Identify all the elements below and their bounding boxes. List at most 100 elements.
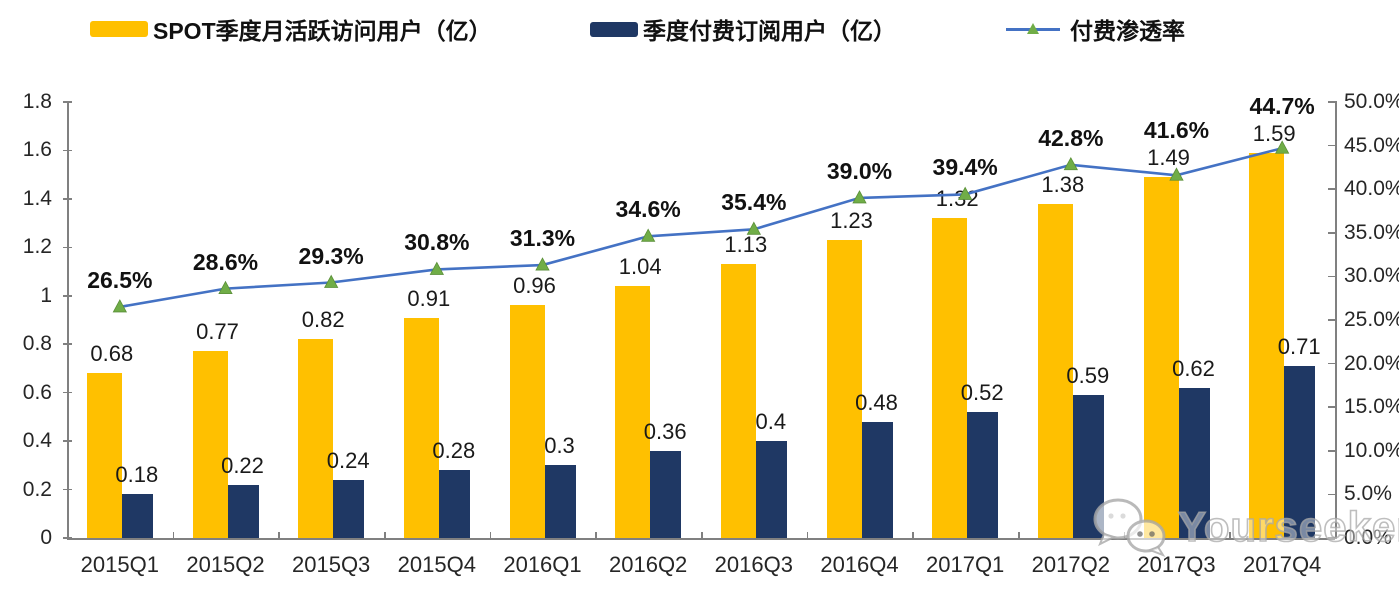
y-axis-tick-label: 5.0% xyxy=(1344,482,1392,506)
x-axis-tick-label: 2015Q3 xyxy=(292,552,371,577)
y-axis-tick-label: 10.0% xyxy=(1344,438,1399,462)
mau-bar-label: 0.96 xyxy=(513,273,556,299)
triangle-marker xyxy=(535,257,550,271)
y-axis-tick-label: 20.0% xyxy=(1344,351,1399,375)
mau-bar xyxy=(932,218,968,538)
y-axis-tick xyxy=(1328,319,1337,321)
subscribers-swatch xyxy=(590,21,638,37)
penetration-label: 41.6% xyxy=(1143,117,1210,144)
subscriber-bar-label: 0.3 xyxy=(544,433,575,459)
penetration-label: 31.3% xyxy=(509,225,576,252)
penetration-label: 44.7% xyxy=(1249,92,1315,119)
subscriber-bar-label: 0.22 xyxy=(221,452,264,478)
triangle-marker-icon xyxy=(1027,23,1039,34)
legend-label-subscribers: 季度付费订阅用户（亿） xyxy=(643,18,896,44)
subscriber-bar xyxy=(544,465,576,538)
x-axis-tick xyxy=(67,532,69,538)
mau-bar xyxy=(509,305,545,538)
y-axis-tick xyxy=(1328,101,1337,103)
mau-bar-label: 1.23 xyxy=(830,208,873,234)
x-axis-tick-label: 2015Q1 xyxy=(80,552,159,577)
triangle-marker xyxy=(1063,156,1079,171)
y-axis-tick xyxy=(63,537,72,539)
triangle-marker xyxy=(323,274,339,288)
mau-bar-label: 1.49 xyxy=(1147,145,1190,171)
mau-bar-label: 1.32 xyxy=(935,186,979,212)
y-axis-tick-label: 15.0% xyxy=(1344,395,1399,419)
y-axis-tick-label: 40.0% xyxy=(1344,177,1399,201)
x-axis-tick xyxy=(278,532,280,538)
x-axis-tick-label: 2016Q4 xyxy=(820,552,899,577)
subscriber-bar xyxy=(650,450,682,538)
subscriber-bar xyxy=(967,412,999,538)
x-axis-tick xyxy=(912,532,914,538)
y-axis-tick xyxy=(63,246,72,249)
x-axis-tick xyxy=(806,532,809,538)
x-axis-tick-label: 2016Q2 xyxy=(609,552,688,577)
y-axis-tick xyxy=(1328,406,1337,408)
y-axis-tick-label: 0.2 xyxy=(22,477,52,501)
y-axis-tick xyxy=(1328,493,1337,496)
y-axis-tick-label: 25.0% xyxy=(1344,308,1399,331)
triangle-marker xyxy=(429,261,445,275)
y-axis-tick xyxy=(1328,362,1337,365)
y-axis-tick-label: 0.8 xyxy=(22,332,52,356)
legend-item-mau: SPOT季度月活跃访问用户（亿） xyxy=(90,12,492,46)
x-axis-tick xyxy=(1229,532,1231,538)
x-axis-tick xyxy=(384,532,386,538)
x-axis xyxy=(67,538,1335,540)
y-axis-tick-label: 0.6 xyxy=(22,380,52,404)
mau-bar xyxy=(192,351,228,538)
y-axis-tick xyxy=(63,391,72,394)
y-axis-tick-label: 0 xyxy=(40,526,52,549)
y-axis-tick xyxy=(63,440,72,442)
y-axis-tick-label: 50.0% xyxy=(1344,90,1399,113)
x-axis-tick-label: 2016Q3 xyxy=(714,552,793,577)
y-axis-tick-label: 1.6 xyxy=(22,138,52,162)
subscriber-bar xyxy=(227,484,259,538)
y-axis-tick xyxy=(63,101,72,103)
y-axis-tick xyxy=(1328,144,1337,147)
x-axis-tick xyxy=(1018,532,1020,538)
y-axis-tick xyxy=(1328,232,1337,234)
penetration-label: 42.8% xyxy=(1038,124,1104,151)
subscriber-bar-label: 0.59 xyxy=(1066,363,1110,389)
penetration-label: 30.8% xyxy=(404,229,470,256)
legend-label-mau: SPOT季度月活跃访问用户（亿） xyxy=(153,18,492,44)
y-axis-tick xyxy=(63,149,72,152)
legend-label-penetration: 付费渗透率 xyxy=(1070,18,1185,44)
wechat-icon xyxy=(1093,498,1166,558)
mau-bar xyxy=(615,286,651,538)
y-axis-tick xyxy=(63,198,72,200)
y-axis-tick-label: 35.0% xyxy=(1344,220,1399,244)
mau-bar xyxy=(86,373,122,538)
y-axis-tick-label: 0.0% xyxy=(1344,526,1392,549)
subscriber-bar-label: 0.71 xyxy=(1277,334,1321,360)
mau-bar-label: 0.77 xyxy=(196,319,239,345)
mau-bar-label: 0.82 xyxy=(301,307,345,333)
penetration-line-swatch xyxy=(1006,21,1060,37)
penetration-label: 28.6% xyxy=(192,248,259,275)
subscriber-bar-label: 0.28 xyxy=(432,438,476,464)
x-axis-tick-label: 2017Q4 xyxy=(1243,552,1322,577)
subscriber-bar xyxy=(861,421,893,538)
x-axis-tick xyxy=(701,532,703,538)
watermark: Yourseeker xyxy=(1090,494,1399,560)
penetration-label: 26.5% xyxy=(87,266,153,293)
subscriber-bar xyxy=(121,494,153,538)
mau-bar xyxy=(720,264,756,538)
y-axis-tick-label: 45.0% xyxy=(1344,133,1399,157)
subscriber-bar xyxy=(1178,387,1210,538)
mau-swatch xyxy=(90,21,148,37)
x-axis-tick-label: 2015Q4 xyxy=(397,552,476,577)
x-axis-tick xyxy=(595,532,597,538)
x-axis-tick xyxy=(1335,532,1337,538)
y-axis-tick-label: 30.0% xyxy=(1344,264,1399,288)
legend-item-subscribers: 季度付费订阅用户（亿） xyxy=(590,12,896,46)
mau-bar-label: 0.91 xyxy=(407,285,451,311)
y-axis-tick xyxy=(63,295,72,297)
y-axis-tick xyxy=(1328,450,1337,452)
subscriber-bar-label: 0.24 xyxy=(326,447,370,473)
subscriber-bar-label: 0.52 xyxy=(960,380,1004,406)
